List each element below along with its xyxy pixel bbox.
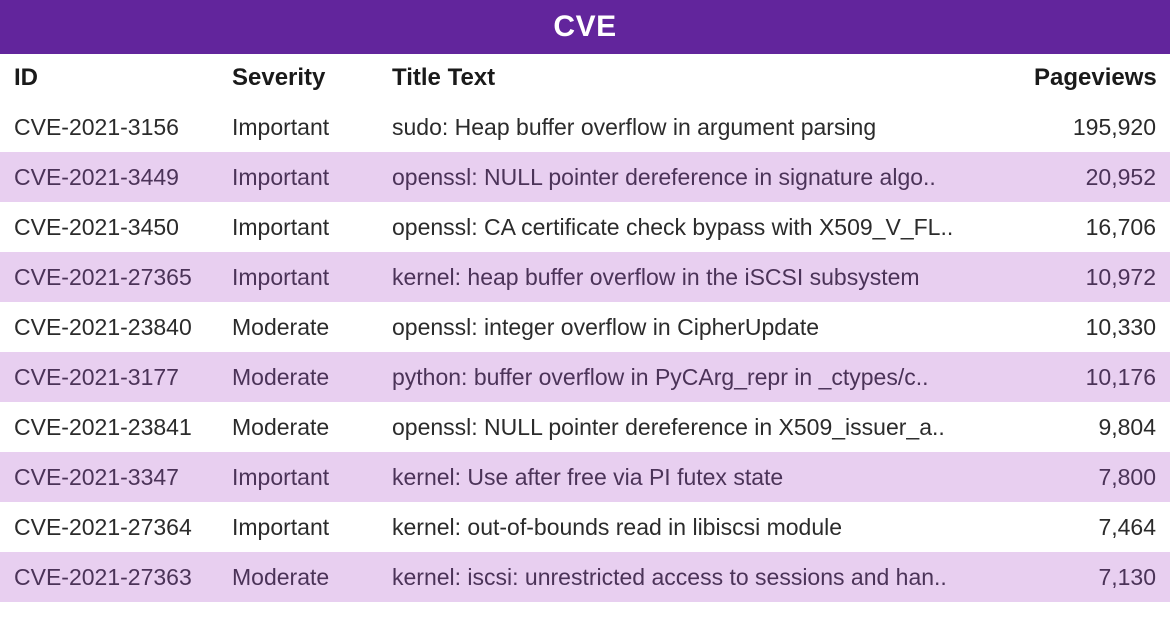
table-title: CVE [0, 0, 1170, 54]
cell-severity: Moderate [218, 552, 378, 602]
col-header-severity: Severity [218, 54, 378, 102]
cell-title: openssl: CA certificate check bypass wit… [378, 202, 1020, 252]
cell-id: CVE-2021-27364 [0, 502, 218, 552]
cell-severity: Important [218, 502, 378, 552]
cell-severity: Moderate [218, 402, 378, 452]
col-header-id: ID [0, 54, 218, 102]
cell-title: openssl: integer overflow in CipherUpdat… [378, 302, 1020, 352]
table-row: CVE-2021-27363Moderatekernel: iscsi: unr… [0, 552, 1170, 602]
cell-pageviews: 10,972 [1020, 252, 1170, 302]
cell-title: sudo: Heap buffer overflow in argument p… [378, 102, 1020, 152]
cell-pageviews: 9,804 [1020, 402, 1170, 452]
cell-pageviews: 10,176 [1020, 352, 1170, 402]
cell-id: CVE-2021-3347 [0, 452, 218, 502]
cell-pageviews: 20,952 [1020, 152, 1170, 202]
cell-severity: Important [218, 452, 378, 502]
cell-pageviews: 7,800 [1020, 452, 1170, 502]
cell-title: python: buffer overflow in PyCArg_repr i… [378, 352, 1020, 402]
table-row: CVE-2021-3450Importantopenssl: CA certif… [0, 202, 1170, 252]
table-body: CVE-2021-3156Importantsudo: Heap buffer … [0, 102, 1170, 602]
cell-id: CVE-2021-3450 [0, 202, 218, 252]
cell-severity: Important [218, 152, 378, 202]
cell-pageviews: 7,130 [1020, 552, 1170, 602]
cell-id: CVE-2021-3177 [0, 352, 218, 402]
cell-pageviews: 195,920 [1020, 102, 1170, 152]
cell-title: kernel: out-of-bounds read in libiscsi m… [378, 502, 1020, 552]
col-header-title: Title Text [378, 54, 1020, 102]
cell-pageviews: 7,464 [1020, 502, 1170, 552]
cell-severity: Moderate [218, 352, 378, 402]
table-row: CVE-2021-27365Importantkernel: heap buff… [0, 252, 1170, 302]
cell-title: kernel: iscsi: unrestricted access to se… [378, 552, 1020, 602]
cell-id: CVE-2021-27363 [0, 552, 218, 602]
cell-severity: Moderate [218, 302, 378, 352]
table-row: CVE-2021-3347Importantkernel: Use after … [0, 452, 1170, 502]
cve-table: ID Severity Title Text Pageviews CVE-202… [0, 54, 1170, 602]
cell-id: CVE-2021-3449 [0, 152, 218, 202]
cell-pageviews: 10,330 [1020, 302, 1170, 352]
cell-id: CVE-2021-23841 [0, 402, 218, 452]
cell-id: CVE-2021-3156 [0, 102, 218, 152]
col-header-pageviews: Pageviews [1020, 54, 1170, 102]
cell-severity: Important [218, 102, 378, 152]
cve-table-container: CVE ID Severity Title Text Pageviews CVE… [0, 0, 1170, 602]
cell-severity: Important [218, 252, 378, 302]
cell-title: openssl: NULL pointer dereference in sig… [378, 152, 1020, 202]
cell-id: CVE-2021-27365 [0, 252, 218, 302]
cell-id: CVE-2021-23840 [0, 302, 218, 352]
cell-title: kernel: heap buffer overflow in the iSCS… [378, 252, 1020, 302]
table-row: CVE-2021-23840Moderateopenssl: integer o… [0, 302, 1170, 352]
cell-severity: Important [218, 202, 378, 252]
table-row: CVE-2021-27364Importantkernel: out-of-bo… [0, 502, 1170, 552]
table-row: CVE-2021-3449Importantopenssl: NULL poin… [0, 152, 1170, 202]
cell-pageviews: 16,706 [1020, 202, 1170, 252]
table-row: CVE-2021-3156Importantsudo: Heap buffer … [0, 102, 1170, 152]
cell-title: kernel: Use after free via PI futex stat… [378, 452, 1020, 502]
cell-title: openssl: NULL pointer dereference in X50… [378, 402, 1020, 452]
table-header-row: ID Severity Title Text Pageviews [0, 54, 1170, 102]
table-row: CVE-2021-23841Moderateopenssl: NULL poin… [0, 402, 1170, 452]
table-row: CVE-2021-3177Moderatepython: buffer over… [0, 352, 1170, 402]
